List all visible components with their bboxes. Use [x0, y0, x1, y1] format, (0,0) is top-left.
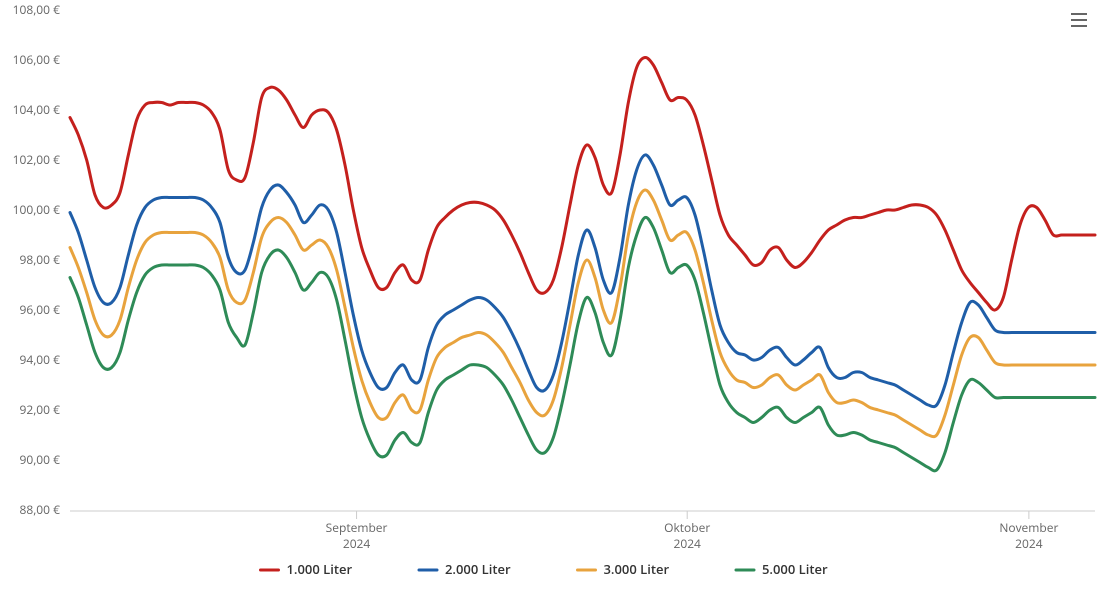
legend-item[interactable]: 1.000 Liter	[261, 560, 353, 578]
chart-menu-button[interactable]	[1065, 6, 1093, 34]
svg-text:November: November	[999, 519, 1058, 536]
svg-text:94,00 €: 94,00 €	[19, 351, 60, 368]
svg-text:Oktober: Oktober	[664, 519, 710, 536]
svg-text:96,00 €: 96,00 €	[19, 301, 60, 318]
svg-text:90,00 €: 90,00 €	[19, 451, 60, 468]
svg-text:2.000 Liter: 2.000 Liter	[445, 560, 511, 578]
y-tick: 96,00 €	[19, 301, 60, 318]
y-tick: 106,00 €	[13, 51, 61, 68]
x-tick: November2024	[999, 511, 1058, 552]
x-tick: September2024	[326, 511, 388, 552]
y-tick: 108,00 €	[13, 1, 61, 18]
svg-text:5.000 Liter: 5.000 Liter	[762, 560, 828, 578]
y-tick: 94,00 €	[19, 351, 60, 368]
y-tick: 92,00 €	[19, 401, 60, 418]
svg-text:98,00 €: 98,00 €	[19, 251, 60, 268]
svg-text:92,00 €: 92,00 €	[19, 401, 60, 418]
svg-text:104,00 €: 104,00 €	[13, 101, 61, 118]
svg-text:102,00 €: 102,00 €	[13, 151, 61, 168]
y-tick: 104,00 €	[13, 101, 61, 118]
legend-item[interactable]: 2.000 Liter	[419, 560, 511, 578]
y-tick: 90,00 €	[19, 451, 60, 468]
svg-text:3.000 Liter: 3.000 Liter	[604, 560, 670, 578]
svg-text:1.000 Liter: 1.000 Liter	[287, 560, 353, 578]
x-tick: Oktober2024	[664, 511, 710, 552]
svg-text:2024: 2024	[343, 535, 371, 552]
series-line	[70, 155, 1095, 407]
y-tick: 102,00 €	[13, 151, 61, 168]
series-line	[70, 217, 1095, 471]
y-tick: 88,00 €	[19, 501, 60, 518]
y-tick: 100,00 €	[13, 201, 61, 218]
svg-text:2024: 2024	[673, 535, 701, 552]
svg-text:88,00 €: 88,00 €	[19, 501, 60, 518]
legend-item[interactable]: 3.000 Liter	[578, 560, 670, 578]
svg-text:2024: 2024	[1015, 535, 1043, 552]
y-tick: 98,00 €	[19, 251, 60, 268]
price-chart: 88,00 € 90,00 € 92,00 € 94,00 € 96,00 € 98,00…	[0, 0, 1105, 602]
legend-item[interactable]: 5.000 Liter	[736, 560, 828, 578]
svg-text:108,00 €: 108,00 €	[13, 1, 61, 18]
chart-canvas: 88,00 € 90,00 € 92,00 € 94,00 € 96,00 € 98,00…	[0, 0, 1105, 602]
svg-text:September: September	[326, 519, 388, 536]
svg-text:100,00 €: 100,00 €	[13, 201, 61, 218]
svg-text:106,00 €: 106,00 €	[13, 51, 61, 68]
